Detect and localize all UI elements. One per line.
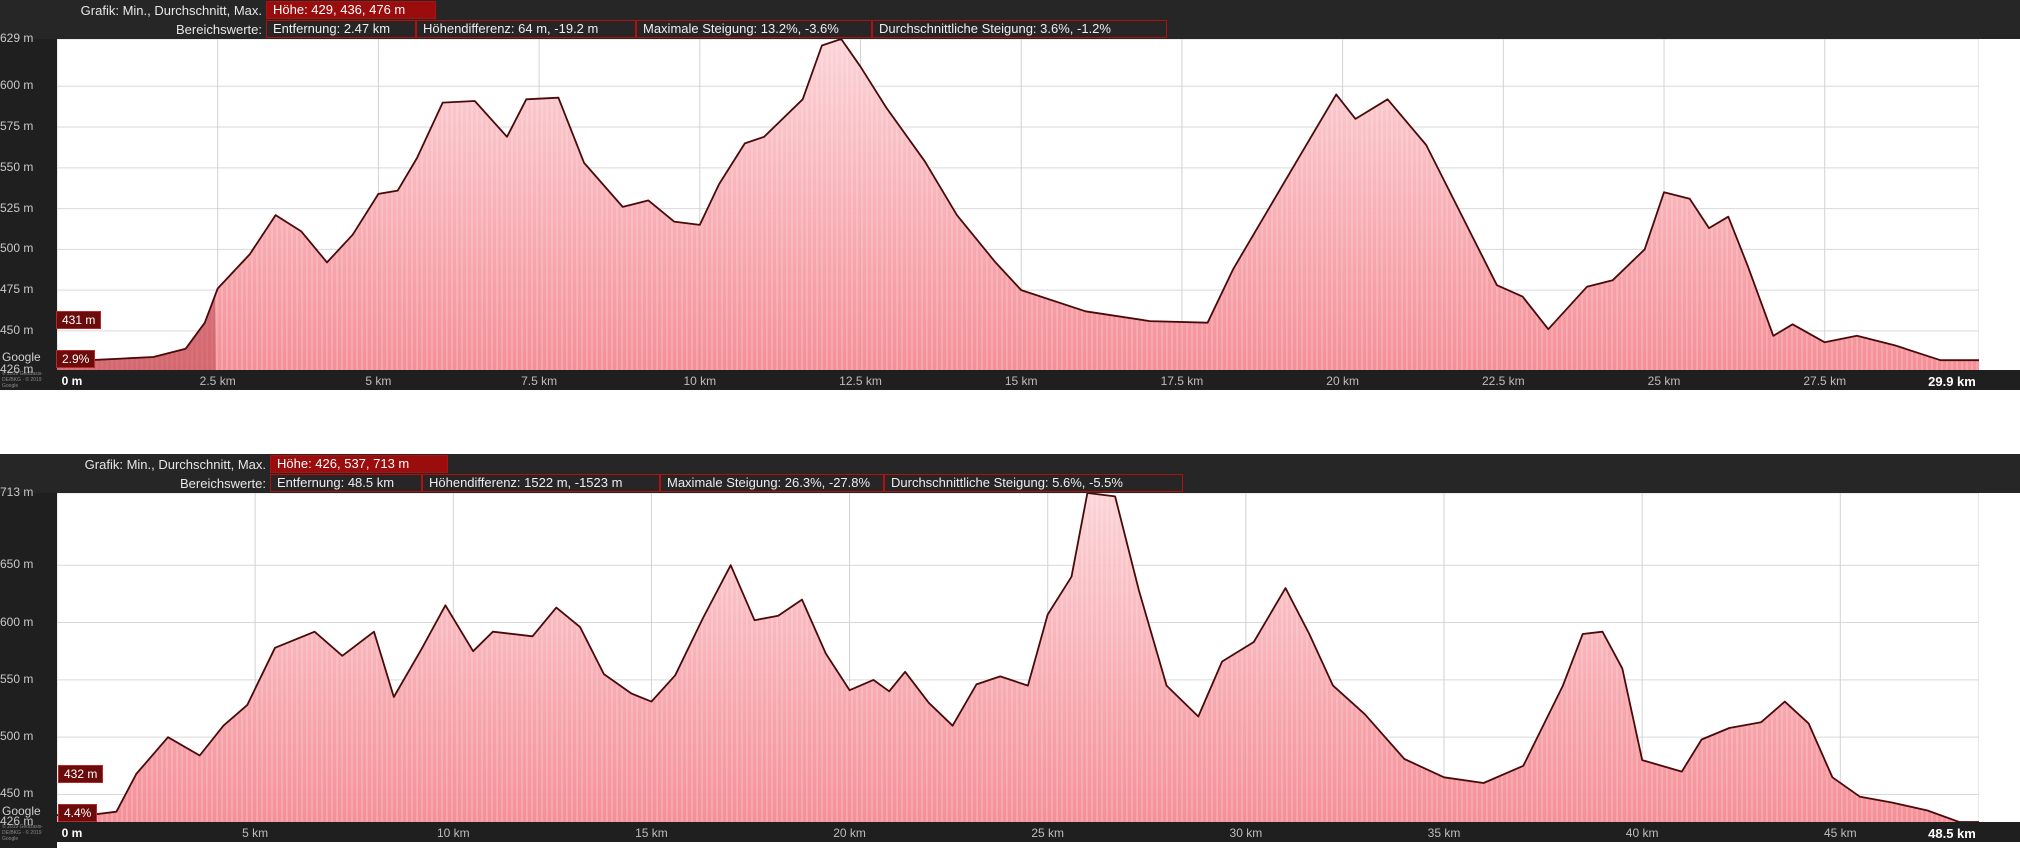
scale-bar <box>1815 390 2020 394</box>
y-tick-label: 426 m <box>0 814 34 828</box>
x-tick-label: 29.9 km <box>1928 374 1976 389</box>
start-grade-badge: 2.9% <box>56 350 96 368</box>
y-tick-label: 575 m <box>0 119 34 134</box>
start-grade-badge: 4.4% <box>58 804 98 822</box>
y-tick-label: 500 m <box>0 729 34 744</box>
elevation-profile-svg <box>57 493 1979 822</box>
max-steigung-value: Maximale Steigung: 26.3%, -27.8% <box>660 474 884 492</box>
grafik-label: Grafik: Min., Durchschnitt, Max. <box>80 2 262 18</box>
x-tick-label: 12.5 km <box>839 374 882 388</box>
scale-bar <box>1815 842 2020 846</box>
x-tick-label: 2.5 km <box>199 374 236 388</box>
x-tick-label: 10 km <box>436 826 470 840</box>
map-copyright: © 2019 GeoBasis-DE/BKG · © 2019 Google <box>2 824 43 842</box>
elevation-profile-svg <box>57 39 1979 370</box>
x-tick-label: 22.5 km <box>1481 374 1525 388</box>
y-tick-label: 600 m <box>0 614 34 629</box>
avg-steigung-value: Durchschnittliche Steigung: 3.6%, -1.2% <box>872 20 1167 38</box>
x-tick-label: 10 km <box>683 374 717 388</box>
start-elevation-badge: 432 m <box>58 765 104 783</box>
y-tick-label: 629 m <box>0 31 34 45</box>
max-steigung-value: Maximale Steigung: 13.2%, -3.6% <box>636 20 872 38</box>
x-tick-label: 48.5 km <box>1928 826 1976 841</box>
hoehe-value: Höhe: 429, 436, 476 m <box>266 1 436 19</box>
y-axis-strip <box>0 493 57 848</box>
y-tick-label: 600 m <box>0 78 34 93</box>
y-tick-label: 713 m <box>0 485 34 499</box>
y-tick-label: 450 m <box>0 786 34 801</box>
hoehendifferenz-value: Höhendifferenz: 1522 m, -1523 m <box>422 474 660 492</box>
elevation-area <box>57 493 1979 822</box>
x-tick-label: 35 km <box>1427 826 1461 840</box>
plot-area[interactable] <box>57 493 1979 822</box>
x-tick-label: 20 km <box>1326 374 1359 388</box>
x-tick-label-start: 0 m <box>61 826 83 840</box>
x-tick-label: 7.5 km <box>521 374 558 388</box>
x-tick-label: 17.5 km <box>1160 374 1204 388</box>
x-tick-label-start: 0 m <box>61 374 83 388</box>
plot-area[interactable] <box>57 39 1979 370</box>
y-tick-label: 426 m <box>0 362 34 376</box>
x-tick-label: 15 km <box>1004 374 1038 388</box>
google-logo: Google <box>2 804 41 818</box>
start-elevation-badge: 431 m <box>56 311 102 329</box>
bereich-label: Bereichswerte: <box>180 475 266 491</box>
elevation-chart-1: Grafik: Min., Durchschnitt, Max. Höhe: 4… <box>0 0 2020 400</box>
x-tick-label: 5 km <box>365 374 392 388</box>
hoehe-value: Höhe: 426, 537, 713 m <box>270 455 448 473</box>
elevation-area <box>57 39 1979 370</box>
grafik-label: Grafik: Min., Durchschnitt, Max. <box>84 456 266 472</box>
bereich-label: Bereichswerte: <box>176 21 262 37</box>
y-tick-label: 475 m <box>0 282 34 297</box>
elevation-chart-2: Grafik: Min., Durchschnitt, Max. Höhe: 4… <box>0 454 2020 852</box>
y-tick-label: 650 m <box>0 557 34 572</box>
x-tick-label: 45 km <box>1823 826 1857 840</box>
elevation-line <box>57 39 1979 363</box>
map-copyright: © 2019 GeoBasis-DE/BKG · © 2019 Google <box>2 371 43 389</box>
x-axis-strip <box>0 822 2020 842</box>
y-axis-strip <box>0 39 57 390</box>
x-tick-label: 30 km <box>1229 826 1263 840</box>
entfernung-value: Entfernung: 2.47 km <box>266 20 416 38</box>
chart-header: Grafik: Min., Durchschnitt, Max. Höhe: 4… <box>0 454 2020 493</box>
x-tick-label: 5 km <box>242 826 269 840</box>
x-tick-label: 27.5 km <box>1803 374 1847 388</box>
avg-steigung-value: Durchschnittliche Steigung: 5.6%, -5.5% <box>884 474 1183 492</box>
x-tick-label: 15 km <box>635 826 668 840</box>
x-tick-label: 40 km <box>1625 826 1659 840</box>
google-logo: Google <box>2 350 41 364</box>
y-tick-label: 550 m <box>0 671 34 686</box>
y-tick-label: 525 m <box>0 200 34 215</box>
x-tick-label: 20 km <box>833 826 866 840</box>
y-tick-label: 550 m <box>0 159 34 174</box>
chart-header: Grafik: Min., Durchschnitt, Max. Höhe: 4… <box>0 0 2020 39</box>
entfernung-value: Entfernung: 48.5 km <box>270 474 422 492</box>
hoehendifferenz-value: Höhendifferenz: 64 m, -19.2 m <box>416 20 636 38</box>
x-tick-label: 25 km <box>1031 826 1065 840</box>
y-tick-label: 500 m <box>0 241 34 256</box>
x-axis-strip <box>0 370 2020 390</box>
elevation-line <box>57 493 1979 822</box>
x-tick-label: 25 km <box>1647 374 1681 388</box>
y-tick-label: 450 m <box>0 322 34 337</box>
